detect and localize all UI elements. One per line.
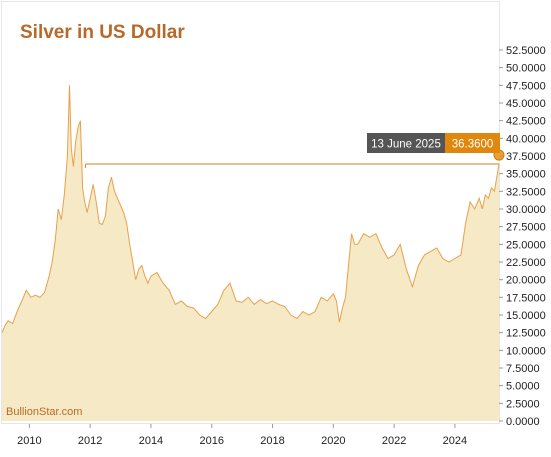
price-line — [1, 85, 500, 333]
plot-area — [1, 85, 505, 422]
x-tick-label: 2020 — [321, 435, 345, 447]
tooltip-date: 13 June 2025 — [371, 139, 441, 151]
chart-title: Silver in US Dollar — [20, 22, 185, 43]
y-tick-label: 5.0000 — [506, 381, 540, 393]
y-tick-label: 10.0000 — [506, 345, 546, 357]
tooltip-date-bg — [367, 133, 445, 153]
y-tick-label: 37.5000 — [506, 151, 546, 163]
y-tick-label: 2.5000 — [506, 398, 540, 410]
y-tick-label: 50.0000 — [506, 63, 546, 75]
x-tick-label: 2022 — [382, 435, 406, 447]
y-tick-label: 45.0000 — [506, 98, 546, 110]
tooltip-value-bg — [445, 133, 500, 153]
y-tick-label: 35.0000 — [506, 169, 546, 181]
y-tick-label: 30.0000 — [506, 204, 546, 216]
y-tick-label: 47.5000 — [506, 80, 546, 92]
price-area — [2, 85, 499, 422]
y-tick-label: 52.5000 — [506, 45, 546, 57]
y-tick-label: 12.5000 — [506, 328, 546, 340]
y-tick-label: 40.0000 — [506, 133, 546, 145]
y-tick-label: 27.5000 — [506, 222, 546, 234]
y-tick-label: 17.5000 — [506, 292, 546, 304]
y-tick-label: 25.0000 — [506, 239, 546, 251]
price-tooltip: 13 June 2025 36.3600 — [367, 133, 500, 153]
x-tick-label: 2014 — [139, 435, 163, 447]
watermark: BullionStar.com — [6, 406, 82, 418]
y-tick-label: 32.5000 — [506, 186, 546, 198]
x-tick-label: 2024 — [443, 435, 467, 447]
y-axis: 52.5000 50.0000 47.5000 45.0000 42.5000 40.00… — [499, 45, 546, 428]
tooltip-value: 36.3600 — [452, 139, 494, 151]
x-tick-label: 2018 — [260, 435, 284, 447]
y-tick-label: 42.5000 — [506, 116, 546, 128]
y-tick-label: 0.0000 — [506, 416, 540, 428]
x-tick-label: 2016 — [200, 435, 224, 447]
y-tick-label: 20.0000 — [506, 275, 546, 287]
x-tick-label: 2012 — [78, 435, 102, 447]
x-tick-label: 2010 — [17, 435, 41, 447]
x-axis: 2010 2012 2014 2016 2018 2020 2022 2024 — [17, 424, 467, 447]
y-tick-label: 15.0000 — [506, 310, 546, 322]
y-tick-label: 7.5000 — [506, 363, 540, 375]
y-tick-label: 22.5000 — [506, 257, 546, 269]
